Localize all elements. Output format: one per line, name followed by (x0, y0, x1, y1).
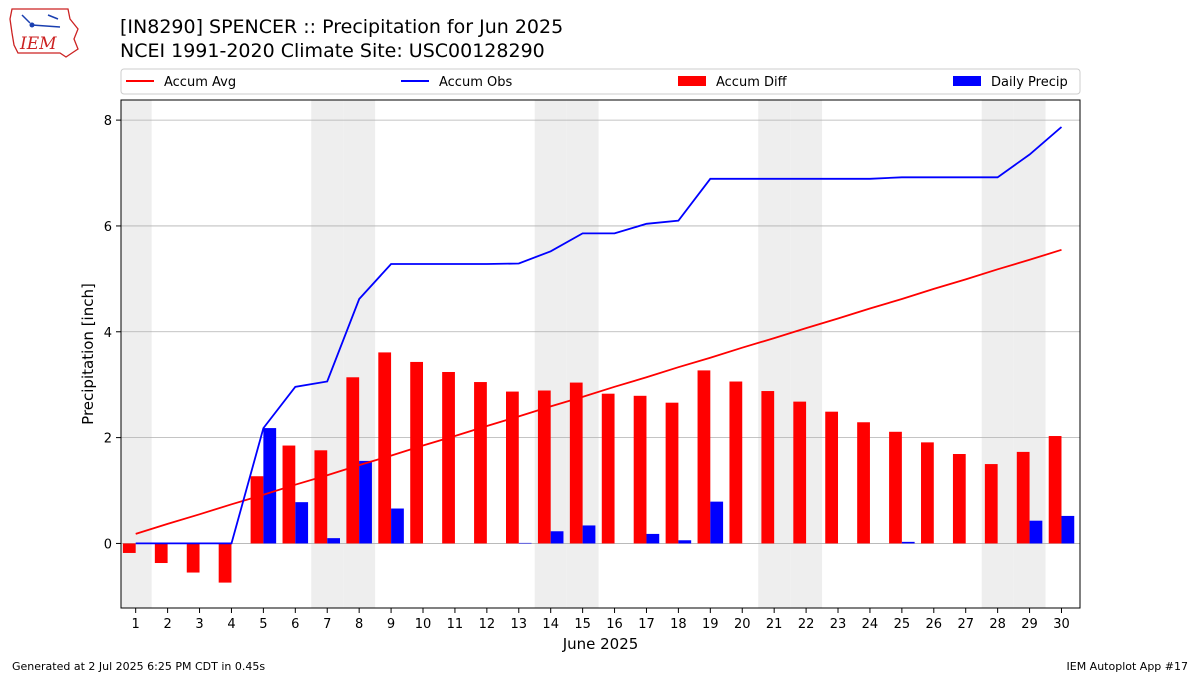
daily-precip-bar (901, 541, 915, 544)
accum-diff-bar (122, 543, 136, 553)
accum-diff-bar (793, 401, 807, 544)
logo-text: IEM (19, 34, 57, 54)
daily-precip-bar (359, 460, 372, 544)
chart-title: [IN8290] SPENCER :: Precipitation for Ju… (120, 16, 564, 38)
y-axis-label: Precipitation [inch] (79, 283, 97, 425)
accum-diff-bar (761, 391, 775, 544)
autoplot-credit: IEM Autoplot App #17 (1066, 660, 1189, 673)
daily-precip-bar (1061, 515, 1075, 544)
x-tick-label: 23 (830, 617, 847, 632)
accum-diff-bar (1016, 451, 1030, 544)
accum-diff-bar (569, 382, 583, 544)
accum-diff-bar (346, 377, 360, 544)
x-tick-label: 8 (355, 617, 363, 632)
legend-swatch (678, 76, 706, 86)
plot-frame (120, 99, 1081, 609)
x-tick-label: 1 (132, 617, 140, 632)
accum-diff-bar (474, 382, 487, 544)
x-tick-label: 26 (926, 617, 943, 632)
x-tick-label: 12 (479, 617, 496, 632)
daily-precip-bar (710, 501, 724, 544)
x-tick-label: 21 (766, 617, 783, 632)
chart-subtitle: NCEI 1991-2020 Climate Site: USC00128290 (120, 40, 545, 62)
x-tick-label: 14 (542, 617, 559, 632)
daily-precip-bar (582, 525, 596, 544)
x-tick-label: 2 (163, 617, 171, 632)
x-tick-label: 5 (259, 617, 267, 632)
accum-diff-bar (1048, 436, 1062, 544)
x-tick-label: 24 (862, 617, 879, 632)
accum-diff-bar (633, 395, 647, 544)
x-tick-label: 6 (291, 617, 299, 632)
x-tick-label: 29 (1021, 617, 1038, 632)
accum-diff-bar (889, 431, 902, 544)
accum-obs-line (135, 126, 1063, 545)
legend-label: Accum Diff (716, 75, 788, 90)
accum-diff-bar (250, 476, 264, 544)
accum-diff-bar (410, 361, 424, 544)
generated-timestamp: Generated at 2 Jul 2025 6:25 PM CDT in 0… (12, 660, 266, 673)
y-tick-label: 0 (104, 537, 112, 552)
legend-label: Daily Precip (991, 75, 1068, 90)
y-tick-label: 6 (104, 220, 112, 235)
x-tick-label: 17 (638, 617, 655, 632)
legend-label: Accum Obs (439, 75, 512, 90)
iem-logo: IEM (9, 8, 79, 58)
accum-diff-bar (984, 464, 998, 544)
accum-diff-bar (378, 352, 392, 544)
x-tick-label: 22 (798, 617, 815, 632)
x-tick-label: 10 (415, 617, 432, 632)
daily-precip-bar (550, 531, 564, 544)
x-tick-label: 4 (227, 617, 235, 632)
x-tick-label: 30 (1053, 617, 1070, 632)
y-tick-label: 4 (104, 326, 112, 341)
accum-diff-bar (186, 543, 200, 573)
daily-precip-bar (646, 533, 660, 544)
daily-precip-bar (678, 540, 692, 544)
accum-diff-bar (218, 543, 232, 583)
weekend-band (121, 100, 152, 608)
accum-diff-bar (697, 370, 711, 544)
accum-diff-bar (601, 393, 615, 544)
x-tick-label: 19 (702, 617, 719, 632)
x-tick-label: 7 (323, 617, 331, 632)
y-tick-label: 8 (104, 114, 112, 129)
accum-diff-bar (921, 442, 934, 544)
x-tick-label: 9 (387, 617, 395, 632)
x-tick-label: 27 (957, 617, 974, 632)
accum-diff-bar (537, 390, 551, 544)
x-tick-label: 28 (989, 617, 1006, 632)
accum-diff-bar (857, 422, 870, 544)
x-axis-label: June 2025 (562, 635, 639, 653)
y-tick-label: 2 (104, 432, 112, 447)
daily-precip-bar (295, 502, 309, 544)
accum-diff-bar (282, 445, 296, 544)
accum-diff-bar (314, 450, 328, 544)
x-tick-label: 13 (511, 617, 528, 632)
x-tick-label: 16 (606, 617, 623, 632)
accum-diff-bar (952, 454, 966, 544)
accum-diff-bar (665, 402, 679, 544)
daily-precip-bar (1029, 520, 1043, 544)
x-tick-label: 25 (894, 617, 911, 632)
x-tick-label: 3 (195, 617, 203, 632)
legend-box (120, 68, 1081, 95)
daily-precip-bar (518, 542, 532, 544)
daily-precip-bar (391, 508, 404, 544)
accum-diff-bar (506, 391, 519, 544)
daily-precip-bar (263, 428, 277, 544)
x-tick-label: 11 (447, 617, 464, 632)
x-tick-label: 15 (574, 617, 591, 632)
accum-diff-bar (729, 381, 743, 544)
x-tick-label: 18 (670, 617, 687, 632)
accum-diff-bar (825, 411, 839, 544)
accum-avg-line (135, 248, 1062, 535)
x-tick-label: 20 (734, 617, 751, 632)
daily-precip-bar (327, 538, 340, 544)
accum-diff-bar (154, 543, 168, 564)
legend-swatch (953, 76, 981, 86)
legend-label: Accum Avg (164, 75, 236, 90)
accum-diff-bar (442, 371, 455, 544)
